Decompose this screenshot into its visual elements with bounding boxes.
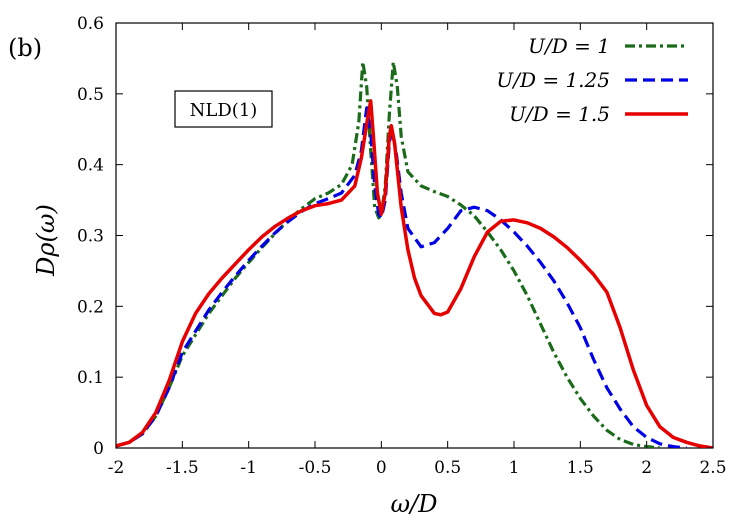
legend-label-3: U/D = 1.5 — [509, 102, 610, 126]
series-line-1 — [116, 60, 661, 448]
x-tick-label: -2 — [108, 458, 125, 478]
panel-label: (b) — [8, 34, 42, 62]
x-tick-label: -1.5 — [166, 458, 199, 478]
y-axis-title: Dρ(ω) — [32, 204, 60, 277]
x-tick-label: -0.5 — [299, 458, 332, 478]
x-axis-ticks: -2 -1.5 -1 -0.5 0 0.5 1 1.5 2 2.5 — [108, 23, 727, 478]
plot-border — [115, 22, 714, 449]
legend-label-2: U/D = 1.25 — [496, 68, 610, 92]
x-tick-label: 0 — [376, 458, 387, 478]
series-line-3 — [116, 99, 713, 448]
plot-frame — [115, 22, 714, 449]
x-tick-label: 1.5 — [567, 458, 594, 478]
y-tick-label: 0.4 — [77, 156, 104, 176]
annotation-box — [174, 90, 273, 128]
x-tick-label: 2 — [641, 458, 652, 478]
annotation-label: NLD(1) — [190, 100, 258, 121]
y-axis-ticks: 0 0.1 0.2 0.3 0.4 0.5 0.6 — [77, 14, 713, 459]
x-tick-label: -1 — [240, 458, 257, 478]
y-tick-label: 0.2 — [77, 297, 104, 317]
y-tick-label: 0.5 — [77, 85, 104, 105]
series-line-2 — [116, 106, 687, 448]
y-tick-label: 0.1 — [77, 368, 104, 388]
y-tick-label: 0 — [93, 439, 104, 459]
x-tick-label: 2.5 — [699, 458, 726, 478]
y-tick-label: 0.6 — [77, 14, 104, 34]
legend-label-1: U/D = 1 — [528, 34, 610, 58]
x-axis-title: ω/D — [391, 490, 438, 518]
x-tick-label: 0.5 — [434, 458, 461, 478]
series-layer — [116, 60, 713, 448]
legend: U/D = 1 U/D = 1.25 U/D = 1.5 — [496, 34, 688, 126]
y-tick-label: 0.3 — [77, 227, 104, 247]
x-tick-label: 1 — [509, 458, 520, 478]
